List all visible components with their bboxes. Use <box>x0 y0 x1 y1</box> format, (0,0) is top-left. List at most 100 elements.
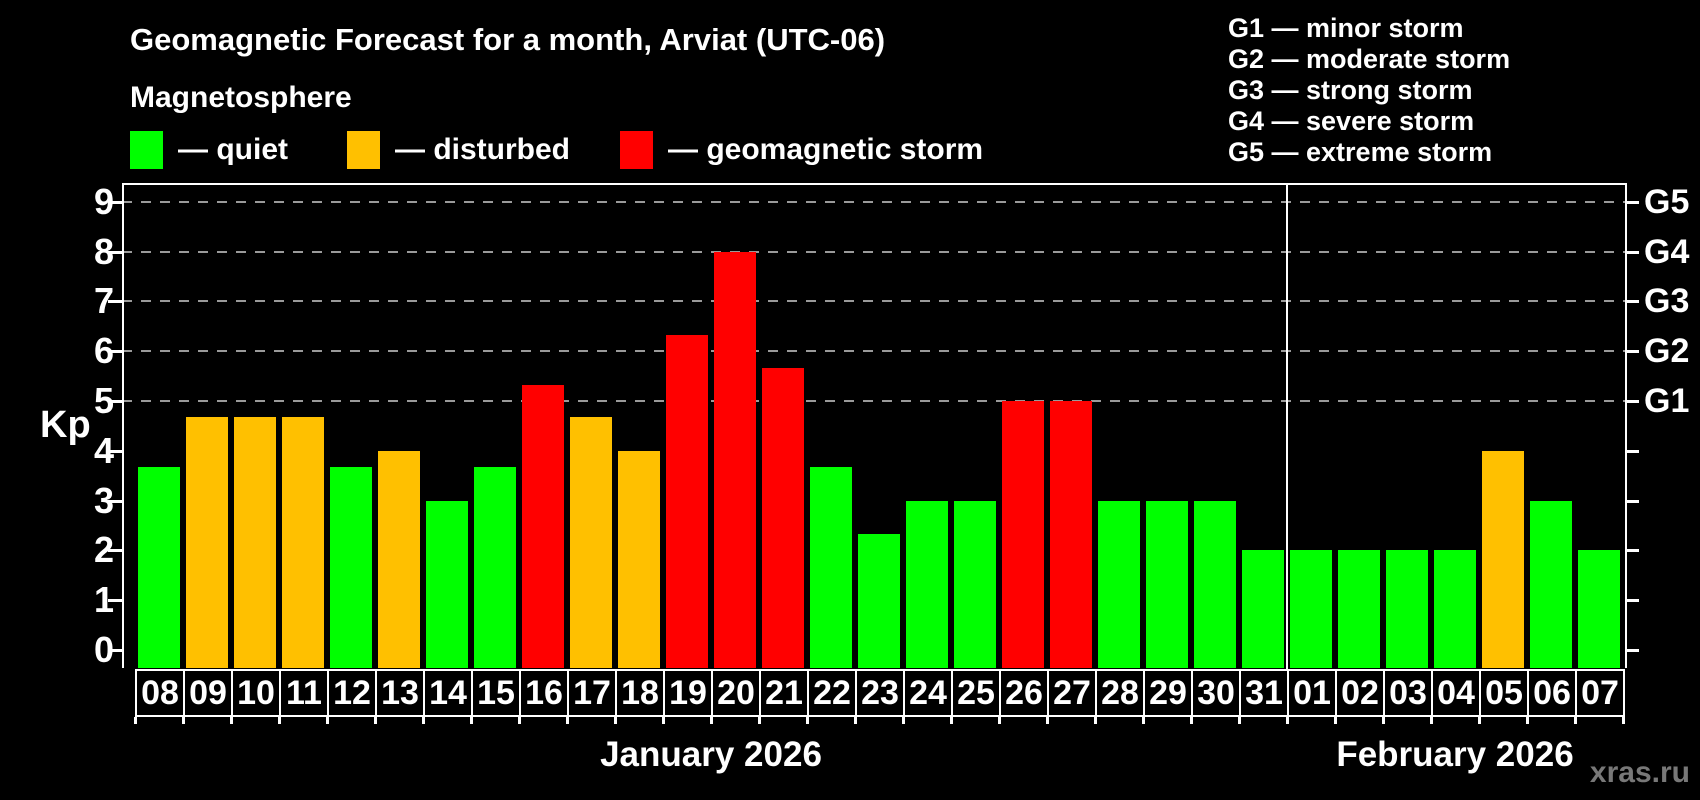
g-axis-label-g2: G2 <box>1644 332 1690 371</box>
g-scale-legend-line-3: G3 — strong storm <box>1228 75 1473 105</box>
y-axis-label-1: 1 <box>93 579 114 621</box>
day-label-january-17: 17 <box>567 669 617 717</box>
gridline-kp5 <box>122 400 1625 402</box>
day-label-february-04: 04 <box>1431 669 1481 717</box>
y-axis-label-8: 8 <box>93 230 114 272</box>
legend-label-storm: — geomagnetic storm <box>668 133 984 166</box>
disturbed-color-swatch-icon <box>347 131 380 169</box>
chart-subtitle: Magnetosphere <box>130 81 352 114</box>
kp-bar-january-28 <box>1098 500 1140 668</box>
y-axis-tick-left-2 <box>108 549 122 553</box>
x-axis-tick <box>710 717 713 724</box>
day-label-january-27: 27 <box>1047 669 1097 717</box>
x-axis-tick <box>1478 717 1481 724</box>
g-axis-label-g1: G1 <box>1644 382 1690 420</box>
gridline-kp8 <box>122 250 1625 253</box>
day-label-january-13: 13 <box>375 669 425 717</box>
y-axis-label-5: 5 <box>93 380 114 421</box>
day-label-february-05: 05 <box>1479 669 1529 717</box>
day-label-january-30: 30 <box>1191 669 1241 717</box>
y-axis-tick-left-7 <box>108 300 122 304</box>
day-label-january-18: 18 <box>615 669 665 717</box>
day-label-february-07: 07 <box>1575 669 1625 717</box>
day-label-january-08: 08 <box>135 669 185 717</box>
kp-bar-january-10 <box>234 417 276 668</box>
g-scale-legend-line-4: G4 — severe storm <box>1228 106 1475 136</box>
y-axis-tick-left-0 <box>108 649 122 652</box>
kp-bar-january-08 <box>138 467 180 668</box>
x-axis-tick <box>182 717 185 724</box>
kp-bar-january-24 <box>906 500 948 668</box>
g-axis-label-g4: G4 <box>1644 232 1690 271</box>
g-scale-legend-line-5: G5 — extreme storm <box>1228 137 1493 167</box>
y-axis-tick-left-8 <box>108 250 122 254</box>
kp-bar-february-05 <box>1482 450 1524 668</box>
y-axis-tick-right-0 <box>1625 649 1639 652</box>
x-axis-tick <box>1142 717 1145 724</box>
kp-bar-february-06 <box>1530 500 1572 668</box>
kp-bar-february-02 <box>1338 550 1380 668</box>
kp-axis-title: Kp <box>40 404 91 446</box>
y-axis-label-2: 2 <box>93 529 114 571</box>
kp-bar-january-22 <box>810 467 852 668</box>
kp-bar-january-27 <box>1050 401 1092 668</box>
kp-bar-january-14 <box>426 500 468 668</box>
day-label-february-01: 01 <box>1287 669 1337 717</box>
kp-bar-january-23 <box>858 533 900 668</box>
x-axis-tick <box>806 717 809 724</box>
day-label-january-22: 22 <box>807 669 857 717</box>
x-axis-tick <box>1094 717 1097 724</box>
kp-bar-january-16 <box>522 384 564 668</box>
y-axis-tick-left-5 <box>108 400 122 403</box>
day-label-february-03: 03 <box>1383 669 1433 717</box>
kp-bar-february-03 <box>1386 550 1428 668</box>
x-axis-tick <box>998 717 1001 724</box>
day-label-january-15: 15 <box>471 669 521 717</box>
kp-bar-january-25 <box>954 500 996 668</box>
x-axis-tick <box>614 717 617 724</box>
month-label-january: January 2026 <box>600 735 822 774</box>
x-axis-tick <box>230 717 233 724</box>
kp-bar-january-21 <box>762 367 804 668</box>
x-axis-tick <box>326 717 329 724</box>
chart-title: Geomagnetic Forecast for a month, Arviat… <box>130 22 886 57</box>
g-scale-legend-line-1: G1 — minor storm <box>1228 13 1464 43</box>
storm-scale-legend: G1 — minor storm G2 — moderate storm G3 — … <box>1228 13 1510 168</box>
day-label-january-29: 29 <box>1143 669 1193 717</box>
gridline-kp9 <box>122 200 1625 203</box>
day-label-january-20: 20 <box>711 669 761 717</box>
x-axis-tick <box>422 717 425 724</box>
y-axis-tick-left-1 <box>108 599 122 603</box>
day-label-january-24: 24 <box>903 669 953 717</box>
storm-color-swatch-icon <box>620 131 653 169</box>
kp-bar-january-26 <box>1002 401 1044 668</box>
kp-bar-january-19 <box>666 334 708 668</box>
day-label-february-02: 02 <box>1335 669 1385 717</box>
x-axis-tick <box>1046 717 1049 724</box>
kp-bar-february-07 <box>1578 550 1620 668</box>
gridline-kp6 <box>122 350 1625 353</box>
g-scale-legend-line-2: G2 — moderate storm <box>1228 44 1511 74</box>
kp-bar-february-04 <box>1434 550 1476 668</box>
day-label-january-31: 31 <box>1239 669 1289 717</box>
kp-bar-january-15 <box>474 467 516 668</box>
y-axis-tick-right-6 <box>1625 350 1639 354</box>
x-axis-tick <box>662 717 665 724</box>
kp-bar-january-31 <box>1242 550 1284 668</box>
y-axis-tick-right-9 <box>1625 200 1639 204</box>
kp-bar-january-09 <box>186 417 228 668</box>
kp-bar-january-18 <box>618 450 660 668</box>
x-axis-tick <box>854 717 857 724</box>
y-axis-label-9: 9 <box>93 180 114 222</box>
month-separator-line <box>1286 183 1288 669</box>
y-axis-tick-right-3 <box>1625 499 1639 503</box>
day-label-january-25: 25 <box>951 669 1001 717</box>
kp-bar-january-12 <box>330 467 372 668</box>
day-label-january-10: 10 <box>231 669 281 717</box>
x-axis-tick <box>1526 717 1529 724</box>
quiet-color-swatch-icon <box>130 131 163 169</box>
day-label-january-19: 19 <box>663 669 713 717</box>
x-axis-tick <box>1334 717 1337 724</box>
y-axis-tick-right-1 <box>1625 599 1639 603</box>
